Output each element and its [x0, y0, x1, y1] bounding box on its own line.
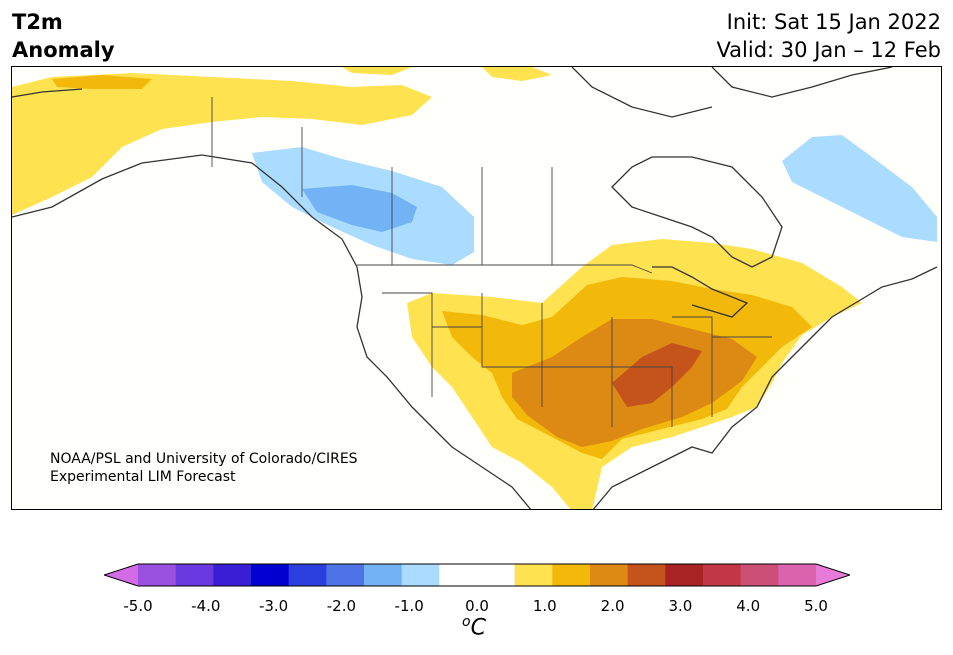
- colorbar-cell: [590, 564, 629, 586]
- colorbar-cell: [138, 564, 177, 586]
- title-line-2: Anomaly: [12, 38, 115, 62]
- warm-region-arctic: [482, 67, 552, 81]
- warm-region-north-alaska: [52, 75, 152, 89]
- colorbar-cells: [104, 564, 850, 586]
- colorbar-cell: [401, 564, 440, 586]
- colorbar-tick-label: 5.0: [804, 597, 828, 615]
- credit-text: NOAA/PSL and University of Colorado/CIRE…: [50, 450, 358, 486]
- colorbar-tick-label: 1.0: [532, 597, 557, 615]
- forecast-dates: Init: Sat 15 Jan 2022 Valid: 30 Jan – 12…: [716, 8, 941, 64]
- credit-line-1: NOAA/PSL and University of Colorado/CIRE…: [50, 451, 358, 467]
- colorbar-cell: [364, 564, 403, 586]
- credit-line-2: Experimental LIM Forecast: [50, 469, 236, 485]
- valid-dates: Valid: 30 Jan – 12 Feb: [716, 38, 941, 62]
- colorbar-tick-label: -1.0: [394, 597, 424, 615]
- colorbar-cell: [477, 564, 516, 586]
- init-date: Init: Sat 15 Jan 2022: [726, 10, 941, 34]
- colorbar-cell: [288, 564, 327, 586]
- colorbar-cell: [665, 564, 704, 586]
- colorbar-cell: [175, 564, 214, 586]
- warm-region-arctic-2: [342, 67, 412, 75]
- colorbar-tick-label: 4.0: [736, 597, 761, 615]
- colorbar-outline: [104, 563, 850, 587]
- colorbar-cell: [514, 564, 553, 586]
- colorbar-extend-high: [816, 564, 850, 586]
- unit-degree: o: [462, 614, 471, 630]
- cold-region-west-canada-core: [302, 185, 417, 232]
- colorbar-tick-label: -3.0: [258, 597, 289, 615]
- coastlines: [12, 67, 938, 509]
- map-title: T2m Anomaly: [12, 8, 115, 64]
- colorbar-cell: [703, 564, 742, 586]
- colorbar-cell: [740, 564, 779, 586]
- title-line-1: T2m: [12, 10, 63, 34]
- colorbar-tick-label: 0.0: [465, 597, 489, 615]
- colorbar-cell: [627, 564, 666, 586]
- anomaly-map: NOAA/PSL and University of Colorado/CIRE…: [11, 66, 942, 510]
- colorbar-unit: oC: [462, 614, 486, 640]
- colorbar-tick-label: -4.0: [191, 597, 221, 615]
- colorbar-cell: [439, 564, 478, 586]
- colorbar-tick-label: -5.0: [123, 597, 153, 615]
- colorbar-tick-label: 3.0: [668, 597, 693, 615]
- cold-region-labrador: [782, 135, 937, 242]
- colorbar-tick-label: 2.0: [600, 597, 625, 615]
- colorbar-cell: [251, 564, 290, 586]
- warm-region-northwest: [12, 73, 432, 215]
- colorbar: [104, 563, 850, 587]
- political-borders: [211, 97, 772, 427]
- colorbar-cell: [326, 564, 365, 586]
- colorbar-cell: [213, 564, 252, 586]
- map-svg: [12, 67, 938, 509]
- colorbar-cell: [778, 564, 817, 586]
- unit-letter: C: [470, 615, 486, 641]
- colorbar-tick-labels: -5.0 -4.0 -3.0 -2.0 -1.0 0.0 1.0 2.0 3.0 4.0 5.0: [0, 597, 953, 617]
- colorbar-cell: [552, 564, 591, 586]
- colorbar-extend-low: [104, 564, 138, 586]
- warm-region-us-level4: [612, 343, 702, 407]
- colorbar-tick-label: -2.0: [326, 597, 357, 615]
